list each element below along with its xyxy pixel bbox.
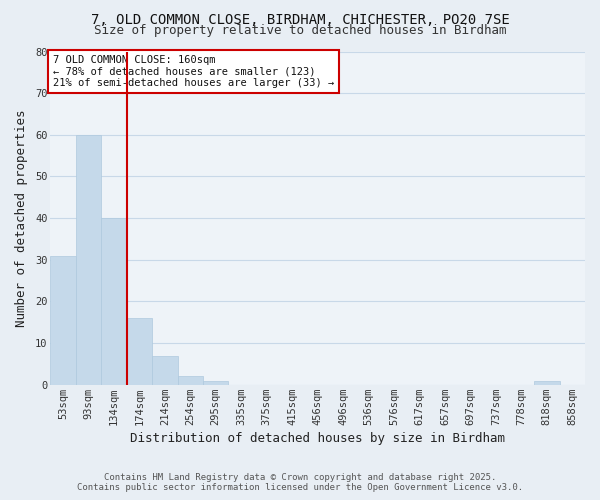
Text: 7, OLD COMMON CLOSE, BIRDHAM, CHICHESTER, PO20 7SE: 7, OLD COMMON CLOSE, BIRDHAM, CHICHESTER… — [91, 12, 509, 26]
Bar — [101, 218, 127, 385]
Y-axis label: Number of detached properties: Number of detached properties — [15, 110, 28, 327]
Bar — [203, 380, 229, 385]
Bar — [534, 380, 560, 385]
Bar — [50, 256, 76, 385]
Bar — [178, 376, 203, 385]
Bar — [152, 356, 178, 385]
Bar — [127, 318, 152, 385]
Text: 7 OLD COMMON CLOSE: 160sqm
← 78% of detached houses are smaller (123)
21% of sem: 7 OLD COMMON CLOSE: 160sqm ← 78% of deta… — [53, 55, 334, 88]
Text: Contains HM Land Registry data © Crown copyright and database right 2025.
Contai: Contains HM Land Registry data © Crown c… — [77, 473, 523, 492]
Text: Size of property relative to detached houses in Birdham: Size of property relative to detached ho… — [94, 24, 506, 37]
X-axis label: Distribution of detached houses by size in Birdham: Distribution of detached houses by size … — [130, 432, 505, 445]
Bar — [76, 135, 101, 385]
